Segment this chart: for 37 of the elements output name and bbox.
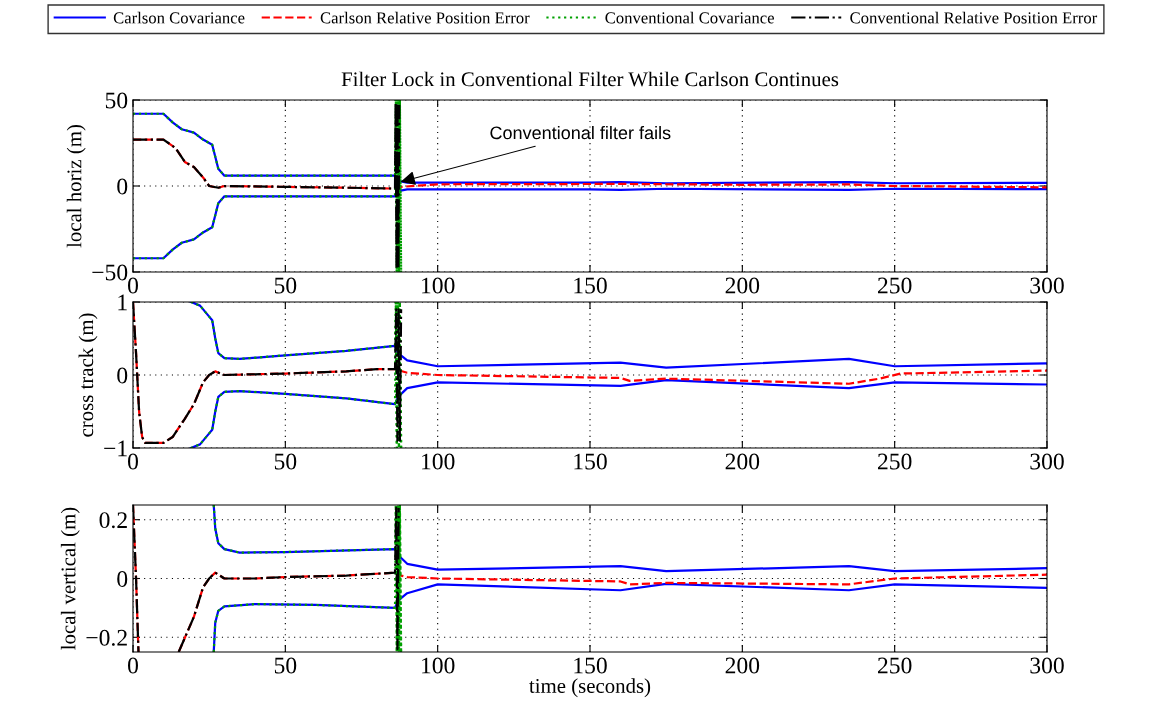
legend-label: Carlson Relative Position Error [320,11,530,24]
x-tick-label: 50 [274,657,297,674]
x-tick-label: 200 [725,453,760,470]
x-tick-label: 150 [574,277,607,294]
x-tick-label: 300 [1030,277,1064,294]
x-tick-label: 100 [422,657,455,674]
legend-label: Carlson Covariance [113,11,245,24]
legend-label: Conventional Relative Position Error [850,11,1098,24]
x-tick-label: 100 [422,453,455,470]
y-axis-title: local horiz (m) [66,125,86,248]
y-tick-label: −1 [104,440,127,457]
x-tick-label: 250 [877,453,912,470]
annotation: Conventional filter fails [490,125,671,140]
legend-label: Conventional Covariance [605,11,774,24]
y-axis-title: cross track (m) [78,313,98,437]
x-tick-label: 250 [877,657,912,674]
x-tick-label: 50 [274,277,297,294]
x-tick-label: 300 [1030,453,1064,470]
y-tick-label: 1 [118,294,127,311]
x-tick-label: 150 [574,657,607,674]
y-tick-label: 0 [117,178,128,195]
x-tick-label: 250 [877,277,912,294]
x-tick-label: 200 [725,657,760,674]
y-tick-label: 50 [105,92,128,109]
y-axis-title: local vertical (m) [60,507,80,650]
chart-title: Filter Lock in Conventional Filter While Carlson Continues [341,71,839,87]
x-tick-label: 300 [1030,657,1064,674]
x-tick-label: 50 [274,453,297,470]
x-tick-label: 150 [574,453,607,470]
y-tick-label: 0 [117,367,128,384]
y-tick-label: 0 [117,570,128,587]
x-tick-label: 200 [725,277,760,294]
y-tick-label: −50 [92,264,128,281]
y-tick-label: 0.2 [99,512,127,529]
x-tick-label: 100 [422,277,455,294]
y-tick-label: −0.2 [86,629,127,646]
x-axis-title: time (seconds) [529,678,651,698]
